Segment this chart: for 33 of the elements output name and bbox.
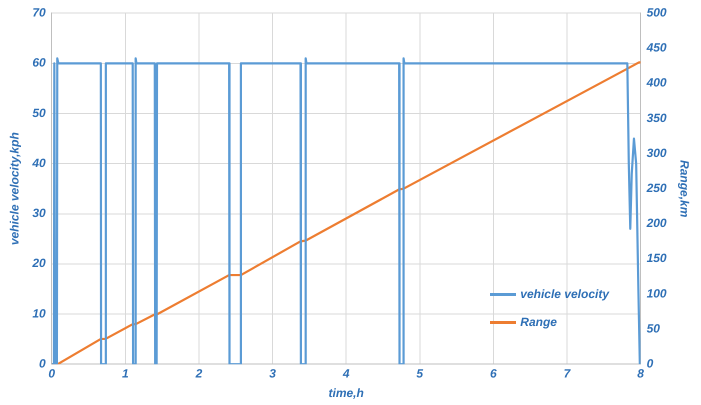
y2-tick-label: 400 [646,76,667,90]
x-tick-label: 6 [490,366,498,381]
x-tick-label: 1 [122,366,130,381]
y-tick-label: 60 [32,56,46,70]
y2-tick-label: 0 [646,356,654,371]
y-tick-label: 30 [32,206,46,220]
y2-tick-label: 500 [646,6,667,20]
y-tick-label: 70 [32,6,46,20]
y2-axis-title: Range,km [677,160,692,218]
y-axis-title: vehicle velocity,kph [8,132,22,246]
y2-tick-label: 250 [646,181,667,196]
y2-tick-label: 100 [646,286,667,300]
x-axis-title: time,h [328,386,364,400]
y-tick-label: 40 [31,156,46,170]
x-tick-label: 3 [269,366,276,381]
x-tick-label: 4 [342,366,350,381]
x-tick-label: 2 [194,366,203,381]
y-tick-label: 10 [32,306,46,320]
x-tick-label: 0 [48,366,56,381]
y-tick-label: 50 [32,106,46,120]
legend-label: Range [520,315,557,329]
y2-tick-label: 300 [646,146,667,160]
y2-tick-label: 450 [646,40,667,55]
y2-tick-label: 50 [646,321,660,336]
y2-tick-label: 150 [646,251,667,266]
x-tick-label: 5 [416,366,424,381]
x-tick-label: 8 [637,366,644,381]
y2-tick-label: 350 [646,110,667,125]
legend-label: vehicle velocity [520,287,609,301]
y2-tick-label: 200 [646,216,667,230]
y-tick-label: 20 [31,256,46,270]
y-tick-label: 0 [39,356,46,371]
x-tick-label: 7 [564,366,572,381]
